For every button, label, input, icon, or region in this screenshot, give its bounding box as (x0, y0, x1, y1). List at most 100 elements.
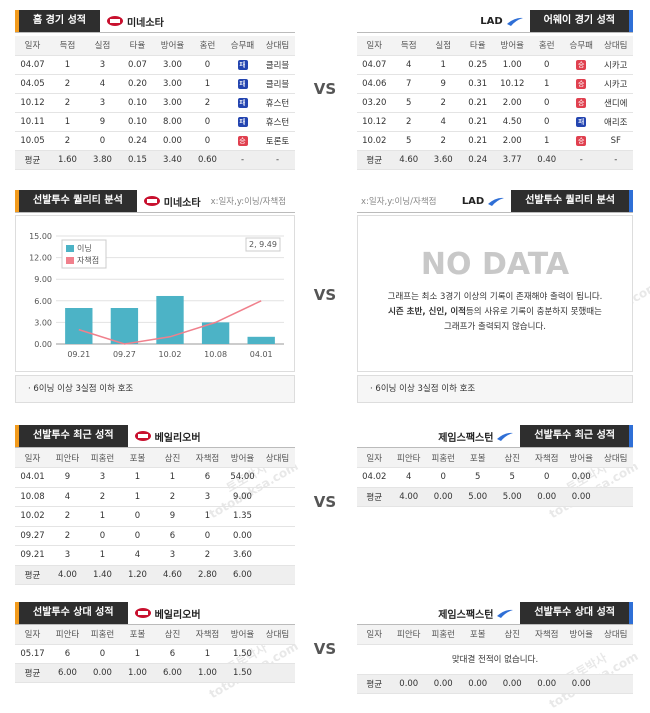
column-header: 일자 (15, 625, 50, 645)
column-header: 포볼 (460, 625, 495, 645)
table-cell: 10.12 (495, 74, 530, 94)
stats-table: 일자 피안타 피홈런 포볼 삼진 자책점 방어율 상대팀 04.01 9 3 1 1 6 54.00 10.0… (15, 448, 295, 585)
table-cell: 04.06 (357, 74, 392, 94)
table-row: 04.01 9 3 1 1 6 54.00 (15, 467, 295, 488)
logo-shape (506, 17, 523, 26)
table-header-row: 일자 피안타 피홈런 포볼 삼진 자책점 방어율 상대팀 (15, 625, 295, 645)
table-cell (260, 644, 295, 664)
column-header: 삼진 (495, 448, 530, 468)
column-header: 타율 (120, 36, 155, 56)
table-cell: 승 (564, 131, 599, 151)
table-header-row: 일자 피안타 피홈런 포볼 삼진 자책점 방어율 상대팀 (15, 448, 295, 468)
table-cell: 10.12 (15, 93, 50, 113)
panel-header: 선발투수 최근 성적 제임스팩스턴 (357, 425, 633, 448)
table-cell: 1 (426, 55, 461, 75)
column-header: 일자 (357, 448, 392, 468)
result-badge: 승 (576, 59, 587, 70)
stats-table: 일자 득점 실점 타율 방어율 홈런 승무패 상대팀 04.07 1 3 0.07 3.00 0 패 클리블 0… (15, 36, 295, 170)
column-header: 피홈런 (426, 448, 461, 468)
vs-label: VS (313, 286, 337, 304)
column-header: 일자 (15, 448, 50, 468)
table-row: 05.17 6 0 1 6 1 1.50 (15, 644, 295, 664)
stats-table: 일자 피안타 피홈런 포볼 삼진 자책점 방어율 상대팀 맞대결 전적이 없습니다. 평균 0.00… (357, 625, 633, 694)
table-cell: 시카고 (598, 74, 633, 94)
table-cell: 0 (529, 93, 564, 113)
table-cell: 9 (155, 506, 190, 527)
column-header: 상대팀 (598, 36, 633, 56)
average-row: 평균 4.60 3.60 0.24 3.77 0.40- - (357, 150, 633, 170)
chart-box: 0.00 3.00 6.00 9.00 12.00 15.00 09.21 09.27 10.0… (15, 215, 295, 372)
logo-shape (137, 611, 148, 615)
table-cell: 04.02 (357, 467, 392, 488)
table-cell: 1 (155, 467, 190, 488)
table-cell (598, 467, 633, 488)
annotation-box (245, 237, 281, 252)
average-cell: 3.40 (155, 150, 190, 170)
team-name: LAD (462, 195, 505, 207)
average-cell: 6.00 (155, 663, 190, 683)
column-header: 방어율 (495, 36, 530, 56)
result-badge: 승 (237, 135, 248, 146)
table-cell: 패 (564, 112, 599, 132)
table-cell (260, 526, 295, 546)
average-cell: 평균 (357, 487, 392, 507)
panel: 선발투수 최근 성적 베일리오버 일자 피안타 피홈런 포볼 삼진 자책점 방어율 상대팀 04.0… (15, 425, 295, 585)
column-header: 피안타 (50, 625, 85, 645)
table-cell: 3.00 (155, 93, 190, 113)
logo-shape (146, 199, 157, 203)
x-tick-label: 10.08 (204, 350, 227, 359)
table-cell: 4.50 (495, 112, 530, 132)
y-tick-label: 12.00 (29, 254, 52, 263)
table-header-row: 일자 득점 실점 타율 방어율 홈런 승무패 상대팀 (357, 36, 633, 56)
table-cell: 2.00 (495, 131, 530, 151)
team-logo (506, 17, 523, 26)
vs-label: VS (313, 640, 337, 658)
average-row: 평균 6.00 0.00 1.00 6.00 1.00 1.50 (15, 663, 295, 683)
table-row: 10.02 5 2 0.21 2.00 1 승 SF (357, 131, 633, 151)
average-cell: 0.00 (426, 674, 461, 694)
average-cell (598, 487, 633, 507)
table-cell: 1.50 (225, 644, 260, 664)
average-cell: 5.00 (495, 487, 530, 507)
column-header: 방어율 (225, 625, 260, 645)
y-tick-label: 3.00 (34, 318, 52, 327)
table-cell: 03.20 (357, 93, 392, 113)
table-row: 맞대결 전적이 없습니다. (357, 644, 633, 675)
table-cell: 1 (85, 545, 120, 566)
message-text: 등의 사유로 기록이 충분하지 못했때는 (465, 307, 602, 317)
team-logo (488, 197, 505, 206)
team-label: 미네소타 (163, 197, 201, 209)
result-badge: 패 (237, 97, 248, 108)
column-header: 방어율 (564, 625, 599, 645)
vs-label: VS (313, 80, 337, 98)
table-cell: 0.10 (120, 93, 155, 113)
average-cell: 6.00 (225, 565, 260, 585)
table-cell: 패 (225, 93, 260, 113)
table-cell: 4 (391, 467, 426, 488)
stats-table: 일자 득점 실점 타율 방어율 홈런 승무패 상대팀 04.07 4 1 0.25 1.00 0 승 시카고 0… (357, 36, 633, 170)
table-row: 10.12 2 4 0.21 4.50 0 패 애리조 (357, 112, 633, 132)
table-cell: 0 (120, 526, 155, 546)
column-header: 자책점 (190, 448, 225, 468)
table-cell: 1 (529, 131, 564, 151)
header-tab: 선발투수 최근 성적 (15, 425, 128, 447)
table-cell: 0.24 (120, 131, 155, 151)
average-cell: 1.50 (225, 663, 260, 683)
average-cell: 0.60 (190, 150, 225, 170)
table-cell: 승 (564, 93, 599, 113)
bar (110, 308, 139, 344)
result-badge: 패 (237, 78, 248, 89)
header-tab: 선발투수 퀄리티 분석 (15, 190, 137, 212)
header-tab: 선발투수 퀄리티 분석 (511, 190, 633, 212)
table-cell: 승 (564, 55, 599, 75)
average-cell (260, 565, 295, 585)
table-cell: 5 (495, 467, 530, 488)
team-label: 제임스팩스턴 (438, 432, 494, 444)
table-cell: 1 (85, 506, 120, 527)
table-cell: 승 (564, 74, 599, 94)
table-cell (260, 487, 295, 507)
average-cell (260, 663, 295, 683)
table-cell: 0 (529, 467, 564, 488)
average-cell: 0.00 (495, 674, 530, 694)
table-cell: 3.00 (155, 55, 190, 75)
